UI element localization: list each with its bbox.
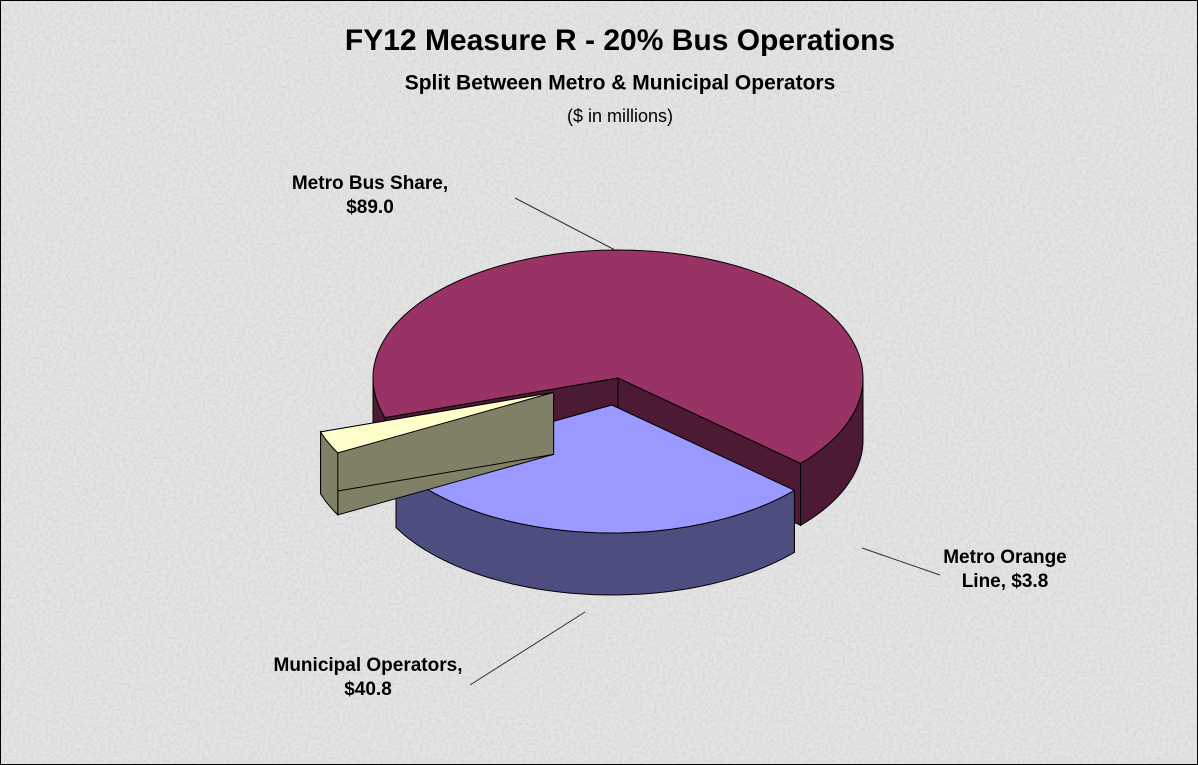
data-label: Metro Bus Share, $89.0: [291, 173, 449, 218]
chart-note: ($ in millions): [567, 106, 673, 126]
chart-title: FY12 Measure R - 20% Bus Operations: [345, 24, 895, 57]
slice: [395, 404, 796, 534]
leader-line: [861, 547, 941, 576]
slice: [372, 249, 864, 464]
data-label: Municipal Operators, $40.8: [273, 655, 463, 700]
slice: [319, 391, 554, 454]
chart-subtitle: Split Between Metro & Municipal Operator…: [405, 72, 836, 95]
data-label: Metro Orange Line, $3.8: [943, 547, 1067, 592]
leader-line: [469, 611, 586, 686]
leader-line: [514, 197, 616, 251]
pie: [319, 249, 864, 596]
